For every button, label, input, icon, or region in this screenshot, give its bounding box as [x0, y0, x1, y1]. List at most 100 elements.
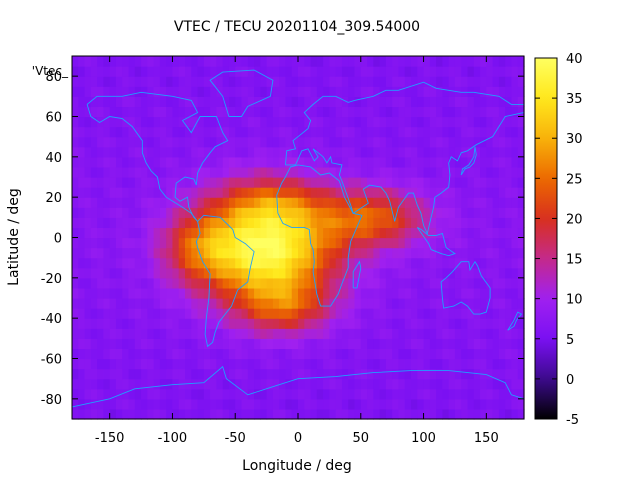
- heat-cell: [385, 197, 393, 208]
- heat-cell: [172, 408, 180, 420]
- heat-cell: [498, 76, 506, 87]
- heat-cell: [304, 146, 312, 158]
- heat-cell: [411, 96, 418, 108]
- heat-cell: [210, 86, 217, 97]
- heat-cell: [398, 388, 406, 400]
- heat-cell: [285, 277, 293, 289]
- heat-cell: [429, 237, 437, 249]
- heat-cell: [178, 267, 186, 279]
- heat-cell: [348, 76, 356, 87]
- heat-cell: [310, 207, 318, 218]
- heat-cell: [235, 136, 243, 148]
- heat-cell: [153, 177, 161, 188]
- heat-cell: [197, 338, 205, 350]
- heat-cell: [404, 217, 412, 229]
- heat-cell: [511, 76, 519, 87]
- heat-cell: [335, 318, 343, 329]
- heat-cell: [203, 398, 211, 410]
- heat-cell: [298, 106, 305, 118]
- heat-cell: [260, 257, 268, 269]
- heat-cell: [134, 358, 142, 370]
- heat-cell: [103, 96, 111, 108]
- heat-cell: [260, 378, 268, 390]
- heat-cell: [461, 116, 469, 128]
- heat-cell: [235, 116, 243, 128]
- heat-cell: [323, 277, 330, 289]
- heat-cell: [247, 56, 255, 67]
- heat-cell: [285, 86, 293, 97]
- heat-cell: [115, 308, 123, 319]
- heat-cell: [379, 76, 387, 87]
- heat-cell: [178, 308, 186, 319]
- heat-cell: [128, 398, 136, 410]
- heat-cell: [385, 298, 393, 309]
- heat-cell: [260, 308, 268, 319]
- heat-cell: [461, 136, 469, 148]
- heat-cell: [210, 257, 217, 269]
- heat-cell: [115, 287, 123, 299]
- heat-cell: [461, 388, 469, 400]
- heat-cell: [191, 358, 199, 370]
- heat-cell: [505, 197, 513, 208]
- heat-cell: [398, 217, 406, 229]
- heat-cell: [203, 247, 211, 259]
- heat-cell: [379, 146, 387, 158]
- heat-cell: [203, 56, 211, 67]
- heat-cell: [454, 207, 462, 218]
- heat-cell: [266, 368, 274, 380]
- heat-cell: [241, 408, 249, 420]
- heat-cell: [197, 328, 205, 339]
- heat-cell: [511, 106, 519, 118]
- heat-cell: [354, 308, 362, 319]
- heat-cell: [254, 298, 261, 309]
- heat-cell: [134, 227, 142, 239]
- heat-cell: [191, 388, 199, 400]
- heat-cell: [247, 338, 255, 350]
- heat-cell: [266, 247, 274, 259]
- heat-cell: [128, 348, 136, 360]
- heat-cell: [429, 187, 437, 198]
- heat-cell: [498, 177, 506, 188]
- heat-cell: [505, 388, 513, 400]
- heat-cell: [122, 247, 130, 259]
- heat-cell: [398, 308, 406, 319]
- heat-cell: [323, 106, 330, 118]
- heat-cell: [78, 338, 86, 350]
- heat-cell: [285, 388, 293, 400]
- heat-cell: [385, 217, 393, 229]
- heat-cell: [454, 318, 462, 329]
- x-axis-label: Longitude / deg: [242, 458, 352, 474]
- heat-cell: [486, 106, 494, 118]
- heat-cell: [423, 96, 431, 108]
- heat-cell: [272, 116, 280, 128]
- heat-cell: [247, 86, 255, 97]
- heat-cell: [442, 217, 450, 229]
- heat-cell: [228, 106, 236, 118]
- heat-cell: [398, 267, 406, 279]
- heat-cell: [310, 287, 318, 299]
- heat-cell: [241, 86, 249, 97]
- heat-cell: [480, 86, 487, 97]
- heat-cell: [285, 116, 293, 128]
- heat-cell: [392, 318, 400, 329]
- heat-cell: [185, 66, 192, 77]
- heat-cell: [134, 378, 142, 390]
- heat-cell: [323, 56, 330, 67]
- heat-cell: [103, 267, 111, 279]
- heat-cell: [72, 358, 79, 370]
- heat-cell: [505, 166, 513, 178]
- heat-cell: [461, 398, 469, 410]
- heat-cell: [367, 328, 374, 339]
- heat-cell: [310, 267, 318, 279]
- heat-cell: [72, 86, 79, 97]
- heat-cell: [310, 408, 318, 420]
- heat-cell: [84, 197, 92, 208]
- heat-cell: [473, 318, 481, 329]
- heat-cell: [166, 237, 174, 249]
- heat-cell: [166, 106, 174, 118]
- heat-cell: [228, 338, 236, 350]
- heat-cell: [411, 156, 418, 168]
- heat-cell: [128, 298, 136, 309]
- heat-cell: [159, 177, 167, 188]
- heat-cell: [235, 187, 243, 198]
